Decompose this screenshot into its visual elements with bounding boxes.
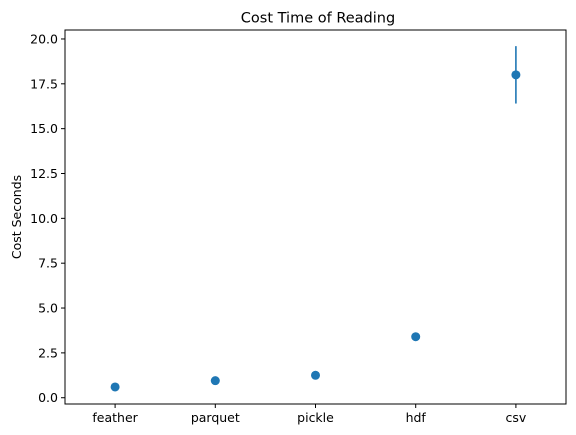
x-tick-label: pickle — [297, 410, 334, 425]
data-point — [210, 376, 220, 386]
data-points — [110, 46, 521, 392]
y-tick-label: 5.0 — [38, 301, 58, 316]
y-tick-label: 0.0 — [38, 390, 58, 405]
data-point — [411, 332, 421, 342]
plot-frame — [64, 29, 567, 405]
y-tick-label: 20.0 — [30, 31, 58, 46]
data-point — [311, 370, 320, 380]
y-tick-label: 12.5 — [30, 166, 58, 181]
y-tick-label: 7.5 — [38, 256, 58, 271]
x-tick-label: hdf — [406, 410, 427, 425]
chart-title: Cost Time of Reading — [241, 11, 395, 27]
y-tick-label: 15.0 — [30, 121, 58, 136]
data-point — [110, 382, 120, 392]
x-tick-label: parquet — [191, 410, 240, 425]
x-tick-label: feather — [92, 410, 138, 425]
y-tick-label: 10.0 — [30, 211, 58, 226]
y-axis-label: Cost Seconds — [9, 175, 24, 259]
x-tick-label: csv — [506, 410, 527, 425]
y-tick-label: 17.5 — [30, 76, 58, 91]
x-ticks: feather parquet pickle hdf csv — [92, 404, 527, 425]
y-ticks: 0.0 2.5 5.0 7.5 10.0 12.5 15.0 17.5 20.0 — [30, 31, 65, 405]
y-tick-label: 2.5 — [38, 345, 58, 360]
data-point — [511, 70, 521, 80]
